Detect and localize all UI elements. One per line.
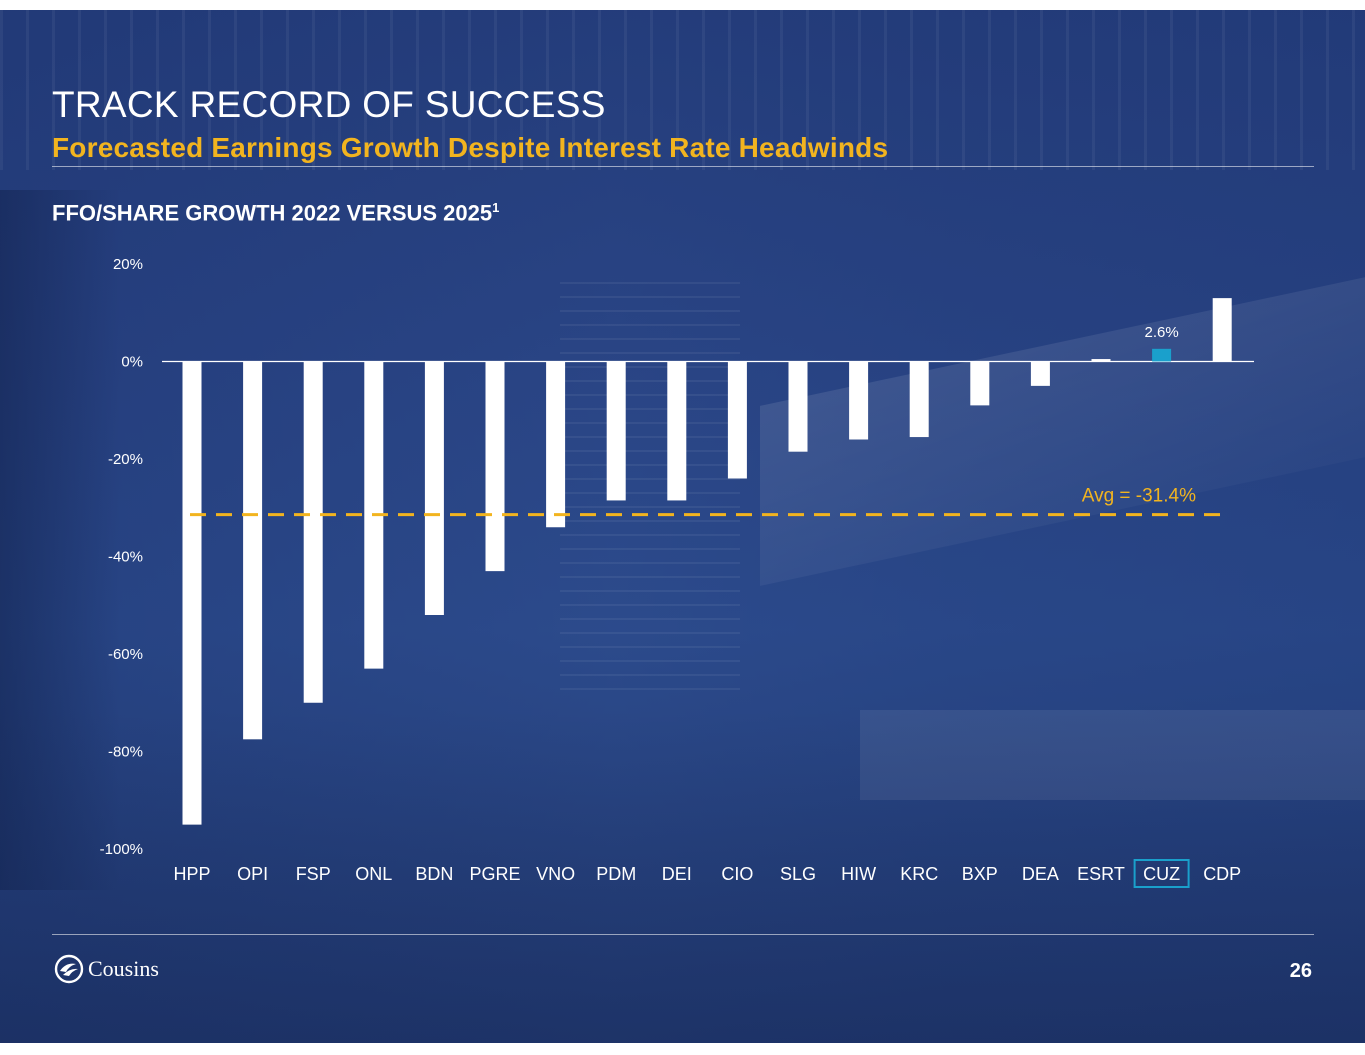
y-tick-label: -40% bbox=[108, 549, 143, 566]
x-tick-label-cdp: CDP bbox=[1203, 864, 1241, 884]
background-floor bbox=[0, 710, 1365, 1043]
page-subtitle: Forecasted Earnings Growth Despite Inter… bbox=[52, 132, 889, 163]
x-tick-label-hpp: HPP bbox=[173, 864, 210, 884]
bar-bdn bbox=[424, 361, 444, 615]
bar-cio bbox=[727, 361, 747, 479]
page-number: 26 bbox=[1289, 960, 1312, 982]
highlight-box-cuz bbox=[1133, 859, 1190, 888]
bar-hpp bbox=[182, 361, 202, 825]
x-tick-label-cuz: CUZ bbox=[1143, 864, 1180, 884]
x-tick-label-vno: VNO bbox=[536, 864, 575, 884]
x-tick-label-onl: ONL bbox=[355, 864, 392, 884]
x-tick-label-bdn: BDN bbox=[415, 864, 453, 884]
bar-pdm bbox=[606, 361, 626, 501]
bar-dea bbox=[1030, 361, 1050, 386]
data-label-cuz: 2.6% bbox=[1144, 324, 1178, 341]
bar-krc bbox=[909, 361, 929, 438]
x-tick-label-dei: DEI bbox=[662, 864, 692, 884]
background-counter bbox=[860, 710, 1365, 800]
x-tick-label-opi: OPI bbox=[237, 864, 268, 884]
average-label: Avg = -31.4% bbox=[1082, 486, 1196, 507]
page-title: TRACK RECORD OF SUCCESS bbox=[52, 84, 606, 125]
bar-bxp bbox=[970, 361, 990, 406]
bar-hiw bbox=[849, 361, 869, 440]
bar-esrt bbox=[1091, 359, 1111, 362]
header-divider bbox=[52, 166, 1314, 167]
x-tick-label-cio: CIO bbox=[721, 864, 753, 884]
bar-opi bbox=[243, 361, 263, 740]
bar-vno bbox=[546, 361, 566, 528]
bar-fsp bbox=[303, 361, 323, 703]
slide bbox=[0, 10, 1365, 1043]
bar-pgre bbox=[485, 361, 505, 572]
x-tick-label-fsp: FSP bbox=[296, 864, 331, 884]
background-ceiling bbox=[0, 10, 1365, 170]
x-tick-label-pgre: PGRE bbox=[469, 864, 520, 884]
footer-divider bbox=[52, 934, 1314, 935]
cousins-logo-icon bbox=[54, 954, 84, 984]
logo-text: Cousins bbox=[88, 956, 159, 981]
chart-heading-text: FFO/SHARE GROWTH 2022 VERSUS 2025 bbox=[52, 200, 493, 226]
x-tick-label-dea: DEA bbox=[1022, 864, 1059, 884]
y-tick-label: 0% bbox=[121, 354, 143, 371]
y-tick-label: -60% bbox=[108, 646, 143, 663]
bar-cuz bbox=[1152, 348, 1172, 362]
y-tick-label: 20% bbox=[113, 256, 143, 273]
x-tick-label-bxp: BXP bbox=[962, 864, 998, 884]
x-tick-label-krc: KRC bbox=[900, 864, 938, 884]
bar-slg bbox=[788, 361, 808, 452]
bar-dei bbox=[667, 361, 687, 501]
background-column bbox=[560, 270, 740, 690]
background-shadow bbox=[0, 190, 120, 890]
chart-heading: FFO/SHARE GROWTH 2022 VERSUS 20251 bbox=[52, 200, 499, 226]
y-tick-label: -100% bbox=[100, 841, 143, 858]
x-tick-label-slg: SLG bbox=[780, 864, 816, 884]
x-tick-label-esrt: ESRT bbox=[1077, 864, 1125, 884]
chart-heading-footnote: 1 bbox=[492, 200, 500, 215]
x-tick-label-hiw: HIW bbox=[841, 864, 876, 884]
x-tick-label-pdm: PDM bbox=[596, 864, 636, 884]
y-tick-label: -20% bbox=[108, 451, 143, 468]
y-tick-label: -80% bbox=[108, 744, 143, 761]
bar-cdp bbox=[1212, 298, 1232, 362]
cousins-logo: Cousins bbox=[54, 954, 159, 984]
